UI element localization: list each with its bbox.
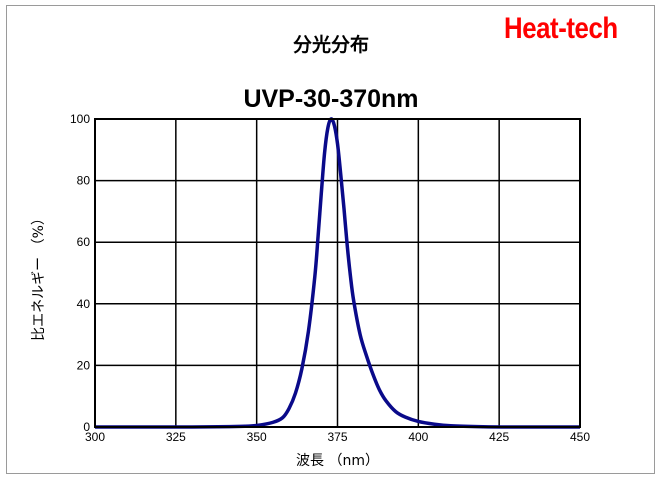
y-tick-label-40: 40 xyxy=(77,297,91,311)
series-layer xyxy=(95,117,580,429)
plot-area-border xyxy=(94,118,581,428)
y-axis-label: 比エネルギー （%） xyxy=(31,211,47,341)
chart-subtitle: UVP-30-370nm xyxy=(243,85,419,113)
tick-labels: 300 325 350 375 400 425 450 0 20 40 60 80 100 xyxy=(70,112,590,444)
y-tick-label-80: 80 xyxy=(77,174,91,188)
x-tick-label-350: 350 xyxy=(247,430,267,444)
x-tick-label-300: 300 xyxy=(85,430,105,444)
x-tick-label-375: 375 xyxy=(327,430,347,444)
chart-title: 分光分布 xyxy=(292,34,369,56)
y-tick-label-60: 60 xyxy=(77,235,91,249)
grid-lines xyxy=(94,118,581,428)
y-tick-label-0: 0 xyxy=(83,420,90,434)
x-tick-label-325: 325 xyxy=(166,430,186,444)
x-tick-label-400: 400 xyxy=(408,430,428,444)
y-tick-label-100: 100 xyxy=(70,112,90,126)
x-axis-label: 波長 （nm） xyxy=(296,453,379,469)
figure-frame xyxy=(6,5,655,474)
x-tick-label-450: 450 xyxy=(570,430,590,444)
series-line-0 xyxy=(95,117,580,429)
brand-logo: Heat-tech xyxy=(504,12,618,45)
x-tick-label-425: 425 xyxy=(489,430,509,444)
y-tick-label-20: 20 xyxy=(77,358,91,372)
